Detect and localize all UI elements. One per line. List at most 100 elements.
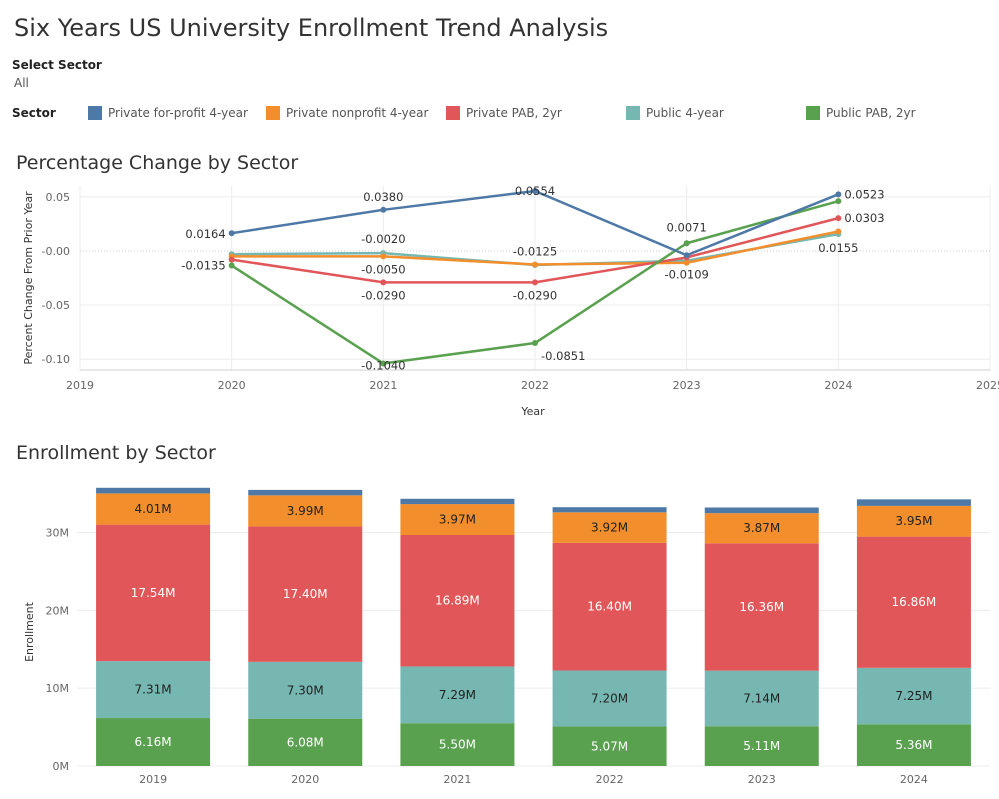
bar-label: 7.25M	[895, 689, 932, 703]
legend-swatch	[266, 106, 280, 120]
legend-item-private-for-profit[interactable]: Private for-profit 4-year	[88, 104, 248, 122]
enrollment-stacked-bar-chart: 0M 10M 20M 30M Enrollment 6.16M 7.31M 17.54M 4.0…	[23, 487, 990, 786]
bar-segment	[400, 723, 515, 766]
bar-segment	[552, 542, 667, 671]
bar-segment	[856, 505, 971, 537]
data-point	[683, 240, 690, 247]
bar-segment	[704, 507, 819, 514]
bar-label: 17.54M	[131, 586, 176, 600]
x-tick-label: 2023	[748, 773, 776, 786]
bar-label: 16.40M	[587, 600, 632, 614]
bar-label: 16.36M	[739, 600, 784, 614]
x-tick-label: 2024	[900, 773, 928, 786]
x-tick-label: 2022	[521, 379, 549, 392]
bar-segment	[96, 718, 211, 766]
data-point	[835, 215, 842, 222]
data-label: 0.0523	[844, 187, 884, 201]
bar-segment	[248, 495, 363, 527]
bar-segment	[704, 543, 819, 671]
legend-label: Private PAB, 2yr	[466, 106, 562, 120]
data-point	[228, 262, 235, 269]
bar-label: 4.01M	[135, 502, 172, 516]
bar-label: 3.97M	[439, 513, 476, 527]
bar-segment	[96, 661, 211, 719]
bar-label: 16.89M	[435, 594, 480, 608]
bar-label: 5.11M	[743, 739, 780, 753]
legend-title: Sector	[12, 106, 56, 120]
y-tick-label: 0.05	[46, 191, 71, 204]
y-tick-label: 0M	[53, 760, 70, 773]
y-axis-title: Enrollment	[23, 601, 36, 661]
data-label: -0.0851	[541, 349, 585, 363]
data-point	[532, 261, 538, 268]
x-tick-label: 2024	[824, 379, 852, 392]
bar-segment	[856, 667, 971, 725]
data-point	[532, 279, 538, 286]
bar-segment	[856, 724, 971, 766]
bar-label: 3.95M	[895, 514, 932, 528]
legend-label: Public 4-year	[646, 106, 724, 120]
sector-filter-value[interactable]: All	[14, 76, 29, 90]
bar-label: 17.40M	[283, 587, 328, 601]
data-label: -0.0020	[361, 232, 405, 246]
bar-label: 7.20M	[591, 692, 628, 706]
legend-swatch	[626, 106, 640, 120]
legend-item-public-4-year[interactable]: Public 4-year	[626, 104, 724, 122]
data-point	[835, 198, 842, 205]
bar-segment	[704, 670, 819, 727]
data-point	[683, 252, 690, 259]
legend-label: Private nonprofit 4-year	[286, 106, 429, 120]
y-tick-label: 10M	[46, 682, 70, 695]
x-tick-label: 2020	[291, 773, 319, 786]
legend-item-private-nonprofit[interactable]: Private nonprofit 4-year	[266, 104, 428, 122]
data-point	[380, 253, 387, 260]
bar-segment	[96, 524, 211, 662]
y-tick-label: -0.05	[42, 299, 70, 312]
bar-segment	[96, 487, 211, 494]
bar-segment	[248, 526, 363, 662]
x-tick-label: 2019	[139, 773, 167, 786]
x-tick-label: 2021	[443, 773, 471, 786]
data-label: -0.0290	[513, 288, 557, 302]
line-chart-title: Percentage Change by Sector	[16, 152, 299, 174]
x-tick-label: 2023	[673, 379, 701, 392]
data-label: 0.0380	[363, 190, 403, 204]
data-label: -0.0135	[181, 259, 225, 273]
bar-segment	[704, 513, 819, 544]
x-tick-label: 2020	[218, 379, 246, 392]
data-point	[380, 206, 387, 213]
bar-label: 5.36M	[895, 738, 932, 752]
bar-segment	[400, 534, 515, 667]
bar-segment	[552, 507, 667, 513]
y-tick-label: 30M	[46, 526, 70, 539]
bar-label: 7.31M	[135, 683, 172, 697]
data-point	[532, 340, 538, 347]
data-label: 0.0155	[818, 241, 858, 255]
bar-label: 3.99M	[287, 504, 324, 518]
data-label: 0.0554	[515, 184, 555, 198]
data-label: -0.0290	[361, 288, 405, 302]
percentage-change-line-chart: 0.05 -0.00 -0.05 -0.10 2019 2020 2021 2022 2023 2…	[22, 184, 999, 418]
data-label: -0.0125	[513, 244, 557, 258]
legend-item-private-pab[interactable]: Private PAB, 2yr	[446, 104, 562, 122]
bar-segment	[856, 499, 971, 506]
bar-segment	[856, 536, 971, 668]
y-tick-label: -0.10	[42, 353, 70, 366]
data-point	[532, 187, 538, 194]
bar-label: 16.86M	[892, 595, 937, 609]
bar-segment	[248, 489, 363, 496]
bar-label: 6.08M	[287, 735, 324, 749]
data-point	[835, 228, 842, 235]
data-point	[380, 279, 387, 286]
data-label: -0.1040	[361, 359, 405, 373]
legend-item-public-pab[interactable]: Public PAB, 2yr	[806, 104, 916, 122]
legend-swatch	[446, 106, 460, 120]
bar-label: 7.29M	[439, 688, 476, 702]
bar-label: 7.30M	[287, 683, 324, 697]
data-label: 0.0071	[667, 220, 707, 234]
x-tick-label: 2021	[369, 379, 397, 392]
bar-segment	[96, 493, 211, 525]
bar-label: 5.50M	[439, 738, 476, 752]
bar-segment	[248, 661, 363, 719]
data-point	[835, 191, 842, 198]
